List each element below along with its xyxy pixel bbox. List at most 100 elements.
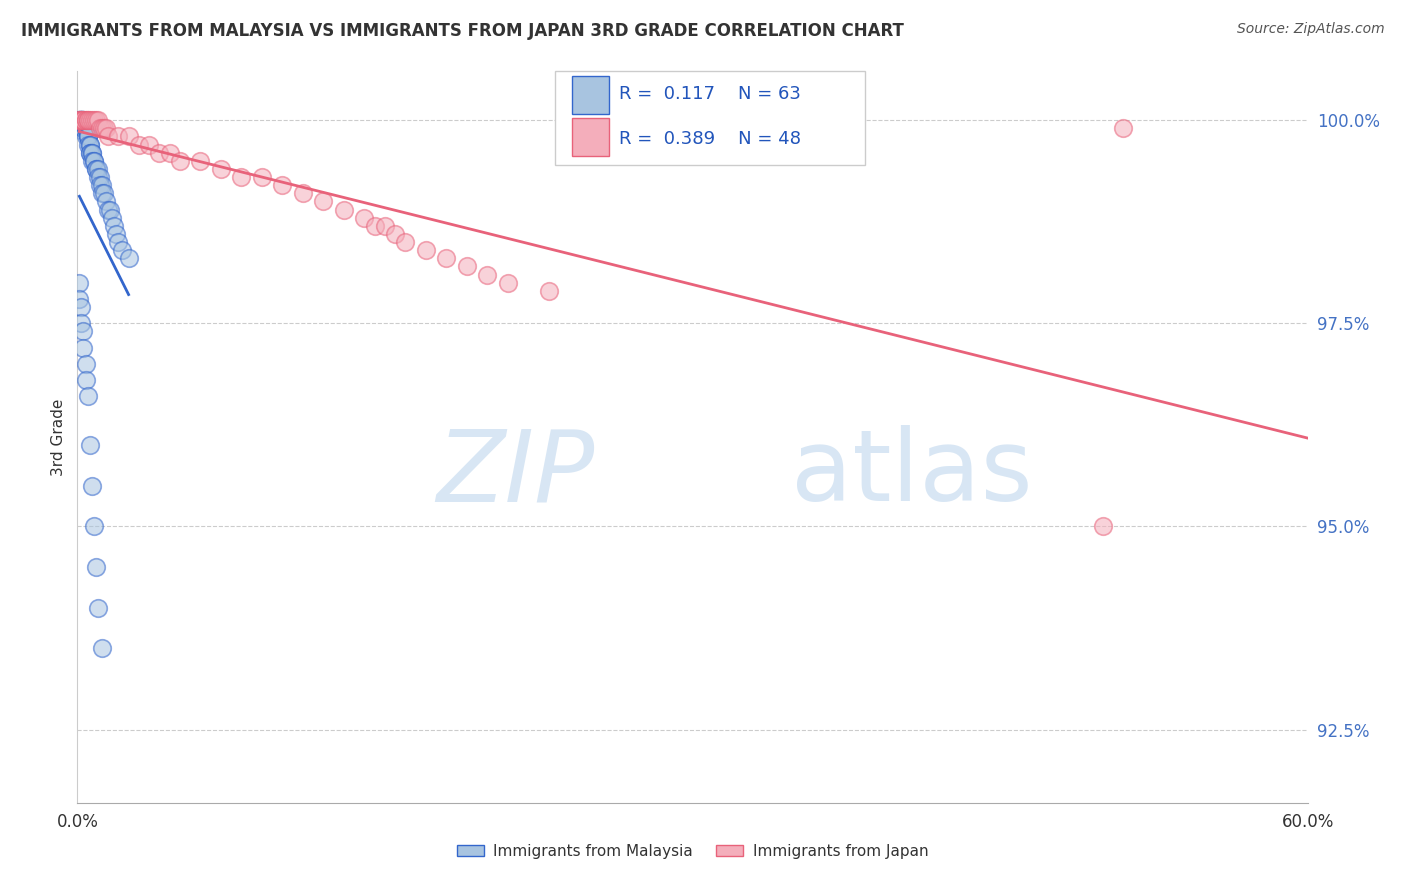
- Point: [67, 113, 90, 128]
- Point: [101, 211, 124, 225]
- Point: [84, 113, 107, 128]
- Point: [79, 438, 101, 452]
- Point: [72, 325, 94, 339]
- Point: [89, 121, 111, 136]
- Point: [87, 113, 110, 128]
- Point: [83, 153, 105, 168]
- Point: [394, 235, 416, 249]
- Point: [83, 153, 105, 168]
- Text: IMMIGRANTS FROM MALAYSIA VS IMMIGRANTS FROM JAPAN 3RD GRADE CORRELATION CHART: IMMIGRANTS FROM MALAYSIA VS IMMIGRANTS F…: [21, 22, 904, 40]
- Point: [1091, 519, 1114, 533]
- Point: [72, 113, 94, 128]
- Point: [374, 219, 396, 233]
- Text: ZIP: ZIP: [436, 425, 595, 522]
- Point: [384, 227, 406, 241]
- Point: [76, 129, 98, 144]
- Point: [111, 243, 134, 257]
- Point: [67, 113, 90, 128]
- Point: [80, 153, 103, 168]
- Point: [169, 153, 191, 168]
- Point: [83, 113, 105, 128]
- Point: [128, 137, 150, 152]
- Point: [84, 161, 107, 176]
- Text: R =  0.389    N = 48: R = 0.389 N = 48: [619, 130, 800, 148]
- Point: [72, 113, 94, 128]
- Point: [90, 178, 114, 193]
- Point: [103, 219, 125, 233]
- Point: [537, 284, 560, 298]
- Legend: Immigrants from Malaysia, Immigrants from Japan: Immigrants from Malaysia, Immigrants fro…: [450, 838, 935, 864]
- Point: [87, 600, 110, 615]
- Point: [79, 137, 101, 152]
- Point: [80, 479, 103, 493]
- Point: [80, 145, 103, 160]
- Point: [72, 121, 94, 136]
- Point: [76, 113, 98, 128]
- Text: atlas: atlas: [792, 425, 1032, 522]
- Text: Source: ZipAtlas.com: Source: ZipAtlas.com: [1237, 22, 1385, 37]
- Point: [90, 641, 114, 656]
- Point: [76, 113, 98, 128]
- Point: [72, 113, 94, 128]
- Point: [250, 169, 273, 184]
- Point: [105, 227, 128, 241]
- Point: [75, 373, 97, 387]
- Point: [70, 113, 93, 128]
- Point: [76, 129, 98, 144]
- Point: [1112, 121, 1135, 136]
- Point: [87, 161, 110, 176]
- Point: [94, 194, 117, 209]
- Point: [117, 252, 139, 266]
- Point: [93, 186, 115, 201]
- Point: [97, 202, 120, 217]
- Point: [83, 519, 105, 533]
- Point: [70, 113, 93, 128]
- Point: [76, 137, 98, 152]
- Point: [76, 389, 98, 403]
- Point: [79, 145, 101, 160]
- Point: [231, 169, 253, 184]
- Point: [79, 145, 101, 160]
- Point: [90, 186, 114, 201]
- Point: [107, 129, 129, 144]
- Point: [67, 113, 90, 128]
- Point: [75, 121, 97, 136]
- Point: [75, 121, 97, 136]
- Point: [291, 186, 314, 201]
- Text: R =  0.117    N = 63: R = 0.117 N = 63: [619, 85, 800, 103]
- Point: [79, 113, 101, 128]
- Point: [456, 260, 478, 274]
- Point: [477, 268, 499, 282]
- Point: [79, 137, 101, 152]
- Point: [67, 113, 90, 128]
- Point: [80, 113, 103, 128]
- Point: [70, 113, 93, 128]
- Point: [75, 357, 97, 371]
- Point: [312, 194, 335, 209]
- Point: [415, 243, 437, 257]
- Point: [70, 113, 93, 128]
- Point: [70, 113, 93, 128]
- Point: [89, 178, 111, 193]
- Point: [87, 169, 110, 184]
- Point: [353, 211, 375, 225]
- Point: [76, 129, 98, 144]
- Point: [90, 121, 114, 136]
- Point: [72, 121, 94, 136]
- Point: [107, 235, 129, 249]
- Point: [67, 113, 90, 128]
- Point: [70, 113, 93, 128]
- Point: [67, 276, 90, 290]
- Point: [75, 121, 97, 136]
- Point: [271, 178, 294, 193]
- Point: [363, 219, 385, 233]
- Point: [93, 121, 115, 136]
- Point: [84, 560, 107, 574]
- Point: [159, 145, 181, 160]
- Point: [138, 137, 160, 152]
- Y-axis label: 3rd Grade: 3rd Grade: [51, 399, 66, 475]
- Point: [72, 341, 94, 355]
- Point: [97, 129, 120, 144]
- Point: [148, 145, 170, 160]
- Point: [436, 252, 458, 266]
